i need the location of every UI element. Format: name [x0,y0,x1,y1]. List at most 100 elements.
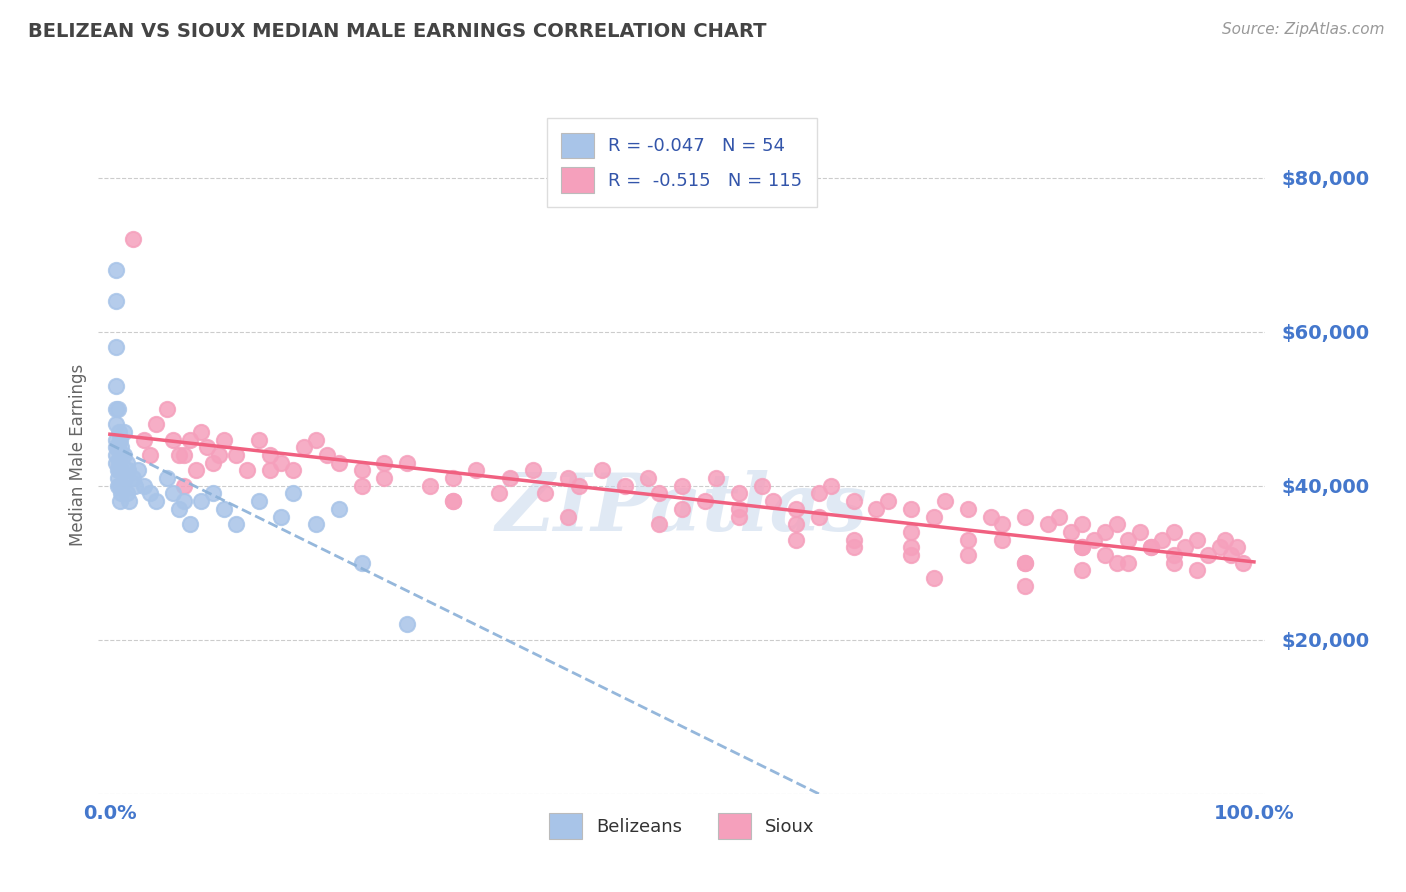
Point [1071,564,1094,578]
Point [156,401,179,416]
Point [350,463,373,477]
Point [465,463,488,477]
Point [373,456,395,470]
Point [107,463,129,477]
Point [591,463,613,477]
Point [108,448,131,462]
Point [557,471,579,485]
Point [396,617,419,632]
Point [225,517,247,532]
Point [648,517,671,532]
Point [922,571,945,585]
Point [671,479,693,493]
Point [292,440,315,454]
Point [441,494,464,508]
Point [134,479,156,493]
Point [236,463,259,477]
Point [156,471,179,485]
Point [110,463,132,477]
Point [115,456,138,470]
Point [201,486,224,500]
Point [533,486,555,500]
Point [305,433,328,447]
Point [173,494,195,508]
Point [728,509,751,524]
Point [259,463,281,477]
Point [145,494,167,508]
Text: ZIPatlas: ZIPatlas [496,470,868,548]
Point [441,471,464,485]
Point [522,463,544,477]
Point [808,509,831,524]
Point [214,501,236,516]
Point [1071,517,1094,532]
Point [173,448,195,462]
Point [820,479,842,493]
Point [785,533,807,547]
Point [190,494,212,508]
Point [1105,556,1128,570]
Point [179,433,201,447]
Point [173,479,195,493]
Point [1185,533,1208,547]
Point [127,463,149,477]
Point [373,471,395,485]
Point [396,456,419,470]
Point [1208,541,1230,555]
Point [842,541,865,555]
Point [121,471,143,485]
Point [648,486,671,500]
Point [110,440,132,454]
Point [1174,541,1197,555]
Point [124,479,146,493]
Point [108,456,131,470]
Point [104,340,127,354]
Point [270,509,292,524]
Point [1094,548,1116,562]
Point [900,501,922,516]
Point [1152,533,1174,547]
Point [900,548,922,562]
Point [162,486,184,500]
Point [499,471,522,485]
Point [728,501,751,516]
Point [1014,579,1036,593]
Point [145,417,167,431]
Point [419,479,441,493]
Point [328,501,350,516]
Point [956,533,979,547]
Point [281,486,304,500]
Point [1163,524,1185,539]
Point [980,509,1002,524]
Point [637,471,659,485]
Point [1197,548,1219,562]
Point [207,448,229,462]
Point [865,501,887,516]
Point [305,517,328,532]
Point [557,509,579,524]
Point [1071,541,1094,555]
Point [104,263,127,277]
Point [247,494,270,508]
Point [441,494,464,508]
Point [134,433,156,447]
Point [956,501,979,516]
Point [108,494,131,508]
Point [247,433,270,447]
Point [1083,533,1105,547]
Point [117,463,139,477]
Point [104,440,127,454]
Point [350,556,373,570]
Point [1140,541,1163,555]
Point [934,494,956,508]
Point [110,486,132,500]
Point [107,440,129,454]
Point [1128,524,1150,539]
Point [104,456,127,470]
Point [190,425,212,439]
Point [1116,556,1139,570]
Point [108,479,131,493]
Point [1116,533,1139,547]
Point [956,548,979,562]
Point [991,517,1014,532]
